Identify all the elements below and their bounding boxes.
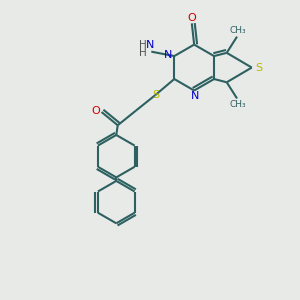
Text: H: H (139, 40, 146, 50)
Text: N: N (146, 40, 154, 50)
Text: N: N (190, 92, 199, 101)
Text: CH₃: CH₃ (229, 26, 246, 35)
Text: H: H (139, 48, 146, 58)
Text: N: N (164, 50, 172, 60)
Text: CH₃: CH₃ (229, 100, 246, 109)
Text: O: O (92, 106, 100, 116)
Text: S: S (152, 90, 159, 100)
Text: S: S (256, 63, 263, 73)
Text: O: O (188, 13, 196, 23)
